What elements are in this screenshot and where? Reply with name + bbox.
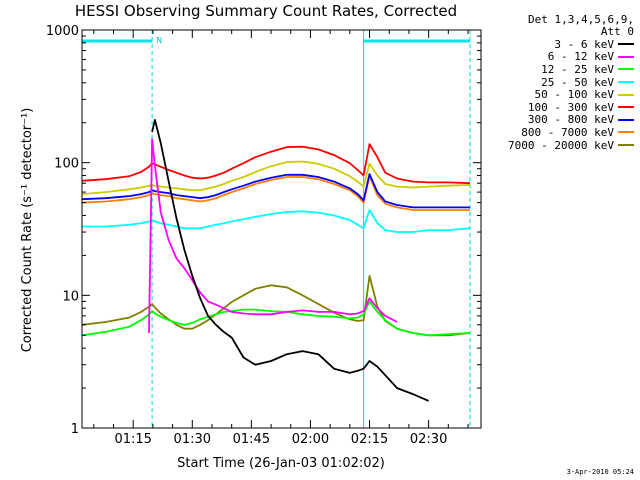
- legend-swatch: [618, 144, 634, 147]
- y-tick-label: 10: [62, 289, 79, 304]
- legend: Det 1,3,4,5,6,9, Att 0 3 - 6 keV 6 - 12 ke…: [486, 14, 634, 152]
- legend-swatch: [618, 81, 634, 84]
- series-line: [81, 173, 470, 209]
- flags-layer: N: [82, 30, 471, 428]
- legend-swatch: [618, 43, 634, 46]
- series-line: [81, 160, 471, 195]
- series-layer: [81, 119, 471, 402]
- legend-swatch: [618, 106, 634, 109]
- y-axis-label: Corrected Count Rate (s⁻¹ detector⁻¹): [20, 108, 35, 353]
- flag-label: N: [156, 36, 162, 45]
- legend-entry: 800 - 7000 keV: [486, 126, 634, 139]
- legend-label: 25 - 50 keV: [541, 75, 614, 89]
- legend-label: 50 - 100 keV: [534, 88, 614, 102]
- legend-rows: 3 - 6 keV 6 - 12 keV 12 - 25 keV 25 - 50 ke…: [486, 38, 634, 152]
- chart-title: HESSI Observing Summary Count Rates, Cor…: [75, 2, 457, 20]
- legend-label: 100 - 300 keV: [527, 100, 614, 114]
- legend-label: 3 - 6 keV: [554, 37, 614, 51]
- legend-swatch: [618, 55, 634, 58]
- legend-header-line: Att 0: [600, 25, 634, 38]
- legend-label: 12 - 25 keV: [541, 62, 614, 76]
- legend-label: 300 - 800 keV: [527, 113, 614, 127]
- x-tick-label: 02:30: [410, 432, 447, 447]
- plot-frame: [81, 29, 482, 429]
- legend-entry: 25 - 50 keV: [486, 76, 634, 89]
- x-tick-label: 01:30: [174, 432, 211, 447]
- y-tick-label: 100: [54, 157, 79, 172]
- series-line: [151, 119, 429, 402]
- x-tick-label: 02:15: [351, 432, 388, 447]
- x-axis-label: Start Time (26-Jan-03 01:02:02): [177, 456, 385, 471]
- legend-swatch: [618, 93, 634, 96]
- legend-entry: 6 - 12 keV: [486, 50, 634, 64]
- legend-entry: 100 - 300 keV: [486, 101, 634, 114]
- series-line: [81, 275, 471, 337]
- x-tick-label: 01:45: [233, 432, 270, 447]
- legend-entry: 7000 - 20000 keV: [486, 139, 634, 152]
- legend-entry: 3 - 6 keV: [486, 38, 634, 51]
- series-line: [81, 300, 471, 337]
- legend-label: 7000 - 20000 keV: [508, 138, 614, 152]
- y-tick-label: 1000: [46, 24, 79, 39]
- legend-swatch: [618, 118, 634, 121]
- legend-entry: 300 - 800 keV: [486, 113, 634, 127]
- y-tick-label: 1: [71, 422, 79, 437]
- series-line: [82, 209, 471, 233]
- legend-header: Det 1,3,4,5,6,9, Att 0: [486, 14, 634, 38]
- series-line: [148, 138, 398, 334]
- legend-header-line: Det 1,3,4,5,6,9,: [528, 13, 634, 26]
- legend-entry: 12 - 25 keV: [486, 63, 634, 76]
- legend-swatch: [618, 131, 634, 134]
- legend-entry: 50 - 100 keV: [486, 88, 634, 101]
- legend-swatch: [618, 68, 634, 71]
- x-tick-label: 02:00: [292, 432, 329, 447]
- legend-label: 800 - 7000 keV: [521, 125, 614, 139]
- axes-layer: 1 10 100 1000 01:15 01:30 01:45 02:00 02:15 02:30: [46, 24, 481, 447]
- series-line: [81, 175, 470, 211]
- footer-timestamp: 3-Apr-2010 05:24: [566, 468, 634, 476]
- legend-label: 6 - 12 keV: [547, 50, 614, 64]
- x-tick-label: 01:15: [114, 432, 151, 447]
